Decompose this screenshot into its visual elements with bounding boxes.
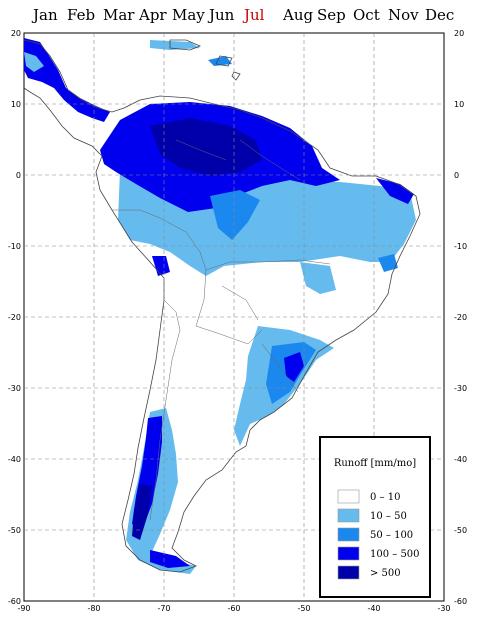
legend-label: > 500	[370, 568, 401, 579]
region-coast-high	[376, 178, 414, 204]
month-jul[interactable]: Jul	[244, 6, 265, 24]
lat-tick-label-left: -40	[8, 455, 21, 464]
lat-tick-label-left: -60	[8, 597, 21, 606]
lon-tick-label: -40	[367, 604, 380, 613]
region-chile-light	[126, 408, 196, 574]
legend-box: Runoff [mm/mo] 0 – 10 10 – 50 50 – 100 100 …	[319, 436, 431, 598]
lat-tick-label-right: -30	[454, 384, 467, 393]
legend-label: 10 – 50	[370, 511, 407, 522]
tick-labels: -90 -80 -70 -60 -50 -40 -30 20 10 0 -10 -20 -30 -40 -5…	[8, 29, 467, 613]
region-peru-high	[152, 256, 170, 276]
month-jan[interactable]: Jan	[33, 6, 58, 24]
legend-label: 100 – 500	[370, 549, 420, 560]
lon-tick-label: -60	[227, 604, 240, 613]
lat-tick-label-right: -50	[454, 526, 467, 535]
month-may[interactable]: May	[172, 6, 205, 24]
runoff-shading	[24, 38, 416, 574]
lat-tick-label-left: 20	[11, 29, 21, 38]
lat-tick-label-left: -20	[8, 313, 21, 322]
lat-tick-label-left: -10	[8, 242, 21, 251]
lon-tick-label: -30	[437, 604, 450, 613]
legend-swatch	[337, 489, 360, 504]
lon-tick-label: -50	[297, 604, 310, 613]
region-east-coast-medium	[378, 254, 398, 272]
country-borders	[112, 139, 331, 521]
lat-tick-label-right: -40	[454, 455, 467, 464]
region-chile-very-high	[132, 484, 152, 540]
lon-tick-label: -80	[87, 604, 100, 613]
lon-tick-label: -90	[17, 604, 30, 613]
legend-title: Runoff [mm/mo]	[334, 458, 416, 469]
region-amazon-medium	[210, 190, 260, 240]
month-sep[interactable]: Sep	[317, 6, 346, 24]
lat-tick-label-left: -50	[8, 526, 21, 535]
month-mar[interactable]: Mar	[103, 6, 135, 24]
month-apr[interactable]: Apr	[139, 6, 167, 24]
legend-swatch	[337, 565, 360, 580]
region-amazon-light-east	[300, 262, 336, 294]
lat-tick-label-right: 10	[454, 100, 464, 109]
region-plata-high	[284, 352, 304, 382]
legend-swatch	[337, 508, 360, 523]
lat-tick-label-right: 20	[454, 29, 464, 38]
month-dec[interactable]: Dec	[425, 6, 455, 24]
legend-swatch	[337, 527, 360, 542]
month-jun[interactable]: Jun	[209, 6, 235, 24]
month-selector: Jan Feb Mar Apr May Jun Jul Aug Sep Oct …	[0, 6, 492, 28]
region-tierra-del-fuego	[150, 550, 190, 568]
region-islands-small	[208, 56, 232, 66]
lat-tick-label-left: -30	[8, 384, 21, 393]
month-feb[interactable]: Feb	[67, 6, 96, 24]
region-central-america-light	[24, 52, 44, 72]
lat-tick-label-left: 0	[16, 171, 21, 180]
legend-items: 0 – 10 10 – 50 50 – 100 100 – 500 > 500	[337, 489, 420, 580]
lat-tick-label-right: -10	[454, 242, 467, 251]
legend-swatch	[337, 546, 360, 561]
month-nov[interactable]: Nov	[388, 6, 419, 24]
legend-label: 0 – 10	[370, 492, 400, 503]
lon-tick-label: -70	[157, 604, 170, 613]
lat-tick-label-right: -20	[454, 313, 467, 322]
legend-label: 50 – 100	[370, 530, 413, 541]
month-oct[interactable]: Oct	[353, 6, 380, 24]
lat-tick-label-right: -60	[454, 597, 467, 606]
region-central-america	[24, 38, 110, 122]
region-caribbean-islands	[150, 40, 200, 50]
month-aug[interactable]: Aug	[283, 6, 314, 24]
lat-tick-label-right: 0	[454, 171, 459, 180]
lat-tick-label-left: 10	[11, 100, 21, 109]
